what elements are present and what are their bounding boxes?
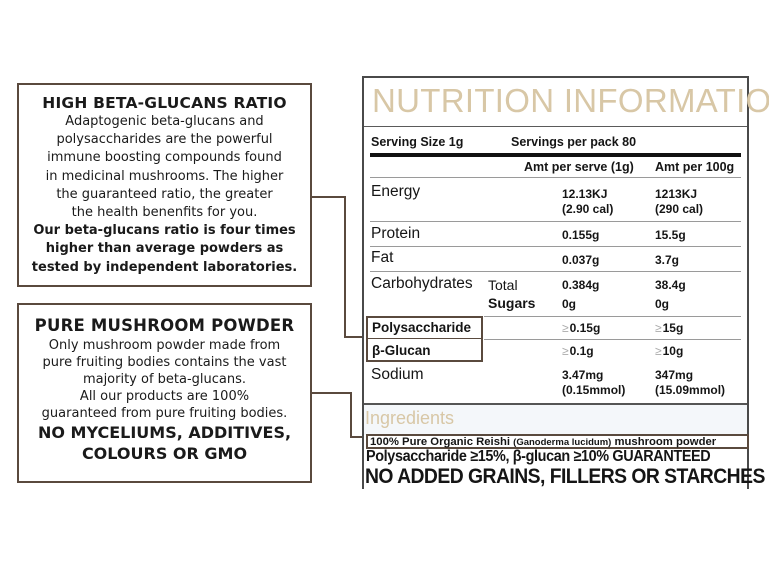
box-line: the guaranteed ratio, the greater: [56, 186, 273, 202]
gte-symbol: ≥: [655, 344, 662, 358]
box-strong-line: COLOURS OR GMO: [81, 444, 248, 463]
box-line: Adaptogenic beta-glucans and: [65, 114, 264, 129]
ingredients-text: 100% Pure Organic Reishi (Ganoderma luci…: [370, 436, 716, 449]
box-line: Only mushroom powder made from: [48, 338, 281, 353]
value-per-100g: 1213KJ: [655, 187, 698, 201]
connector-line: [312, 196, 346, 198]
divider: [370, 246, 741, 247]
box-line: immune boosting compounds found: [47, 150, 282, 166]
ingredients-latin: (Ganoderma lucidum): [513, 437, 612, 448]
value-per-serve-sub: (2.90 cal): [562, 202, 614, 216]
servings-per-pack: Servings per pack 80: [511, 135, 637, 149]
nutrient-name: β-Glucan: [372, 343, 431, 358]
beta-glucans-info-box: HIGH BETA-GLUCANS RATIO Adaptogenic beta…: [17, 83, 312, 287]
nutrient-name: Carbohydrates: [371, 275, 473, 292]
connector-line: [350, 392, 352, 438]
box-line: guaranteed from pure fruiting bodies.: [41, 406, 288, 421]
value-per-100g: 15.5g: [655, 228, 686, 242]
gte-symbol: ≥: [562, 344, 569, 358]
divider: [370, 177, 741, 178]
divider: [364, 403, 747, 405]
column-header-per-100g: Amt per 100g: [655, 160, 735, 174]
box-line: in medicinal mushrooms. The higher: [45, 168, 284, 184]
nutrient-name: Sodium: [371, 366, 424, 383]
gte-symbol: ≥: [562, 321, 569, 335]
value-per-100g-sub: (290 cal): [655, 202, 704, 216]
value-per-serve-sub: (0.15mmol): [562, 383, 626, 397]
divider: [370, 221, 741, 222]
serving-size: Serving Size 1g: [371, 135, 464, 149]
guarantee-text: Polysaccharide ≥15%, β-glucan ≥10% GUARA…: [366, 448, 711, 465]
value-per-serve-sub: 0g: [562, 297, 577, 311]
nutrient-sub-total: Total: [488, 277, 518, 293]
gte-symbol: ≥: [655, 321, 662, 335]
value-per-serve: 0.037g: [562, 253, 600, 267]
value-per-100g: 38.4g: [655, 278, 686, 292]
box-line: majority of beta-glucans.: [82, 372, 247, 387]
value-per-serve: 0.384g: [562, 278, 600, 292]
value-per-serve: 0.155g: [562, 228, 600, 242]
ingredients-main: 100% Pure Organic Reishi: [370, 436, 511, 448]
ingredients-tail: mushroom powder: [614, 436, 717, 448]
column-header-per-serve: Amt per serve (1g): [524, 160, 634, 174]
box-line: pure fruiting bodies contains the vast: [42, 355, 287, 370]
box-line: polysaccharides are the powerful: [56, 132, 273, 148]
highlight-frame: [366, 316, 483, 362]
nutrient-name: Energy: [371, 183, 421, 200]
connector-line: [312, 392, 352, 394]
connector-line: [344, 196, 346, 338]
no-added-text: NO ADDED GRAINS, FILLERS OR STARCHES: [365, 464, 765, 488]
value-per-100g: 10g: [662, 344, 684, 358]
value-per-serve: 0.1g: [569, 344, 594, 358]
label-title: NUTRITION INFORMATION: [372, 82, 769, 119]
value-per-100g-sub: 0g: [655, 297, 670, 311]
value-per-serve: 12.13KJ: [562, 187, 608, 201]
box-line: All our products are 100%: [79, 389, 250, 404]
value-per-100g: 3.7g: [655, 253, 680, 267]
value-per-serve: 3.47mg: [562, 368, 604, 382]
divider: [484, 316, 741, 317]
nutrient-name: Polysaccharide: [372, 320, 472, 335]
value-per-100g: 347mg: [655, 368, 694, 382]
box-strong-line: Our beta-glucans ratio is four times: [33, 223, 296, 239]
divider: [364, 126, 747, 127]
box-strong-line: higher than average powders as: [45, 241, 284, 257]
value-per-100g-sub: (15.09mmol): [655, 383, 726, 397]
divider: [370, 271, 741, 272]
box-title: HIGH BETA-GLUCANS RATIO: [42, 94, 287, 112]
ingredients-header-bg: Ingredients: [364, 405, 747, 435]
nutrient-name: Fat: [371, 249, 394, 266]
ingredients-title: Ingredients: [365, 408, 455, 428]
pure-powder-info-box: PURE MUSHROOM POWDER Only mushroom powde…: [17, 303, 312, 483]
box-strong-line: tested by independent laboratories.: [31, 259, 298, 275]
connector-line: [350, 436, 366, 438]
value-per-serve: 0.15g: [569, 321, 601, 335]
divider-thick: [370, 153, 741, 157]
box-line: the health benenfits for you.: [71, 205, 258, 221]
value-per-100g: 15g: [662, 321, 684, 335]
highlight-divider: [366, 338, 483, 339]
box-strong-line: NO MYCELIUMS, ADDITIVES,: [37, 423, 292, 442]
nutrition-label: NUTRITION INFORMATION Serving Size 1g Se…: [362, 76, 769, 489]
divider: [484, 339, 741, 340]
box-title: PURE MUSHROOM POWDER: [34, 316, 295, 335]
connector-line: [344, 336, 366, 338]
nutrient-name: Protein: [371, 225, 421, 242]
nutrient-sub-sugars: Sugars: [488, 295, 536, 311]
ingredients-frame: 100% Pure Organic Reishi (Ganoderma luci…: [366, 434, 749, 449]
